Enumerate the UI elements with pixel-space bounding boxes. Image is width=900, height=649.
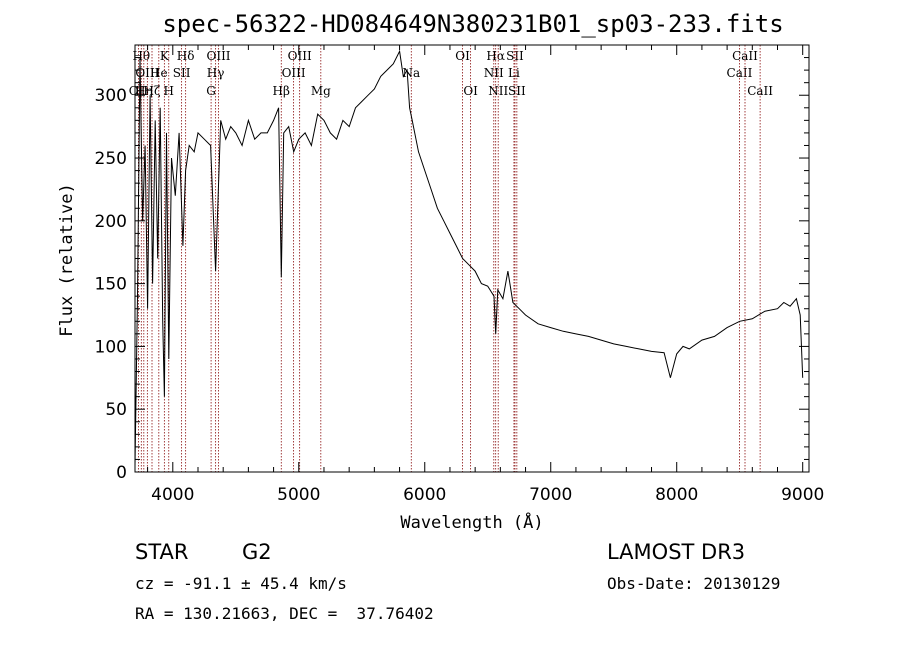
plot-frame [134,44,810,473]
x-axis-label: Wavelength (Å) [400,511,543,533]
line-label-25: SII [508,84,526,98]
spectrum-line [134,49,804,466]
line-label-17: Na [402,66,420,80]
line-label-22: NII [488,84,508,98]
line-label-27: CaII [732,49,758,63]
line-label-23: Li [508,66,520,80]
x-tick-label-5: 9000 [781,485,824,505]
observation-date: Obs-Date: 20130129 [607,574,781,593]
y-tick-label-2: 100 [95,337,127,357]
y-tick-label-5: 250 [95,149,127,169]
line-label-10: G [206,84,216,98]
spectrum-series [134,49,804,466]
line-label-1: Hθ [132,49,150,63]
y-axis: 0 50 100 150 200 250 300 [95,57,809,483]
line-label-16: Mg [311,84,331,98]
line-label-19: OI [463,84,478,98]
x-tick-label-3: 7000 [529,485,572,505]
line-label-18: OI [455,49,470,63]
x-tick-label-0: 4000 [151,485,194,505]
x-tick-label-4: 8000 [655,485,698,505]
y-tick-label-0: 0 [116,463,127,483]
line-label-20: NII [484,66,504,80]
y-tick-label-1: 50 [105,400,127,420]
chart-title: spec-56322-HD084649N380231B01_sp03-233.f… [162,10,783,38]
spectral-line-markers: OIIHθHηOIIIHζHeKHSIIHδGHγOIIIHβOIIIOIIIM… [129,45,773,472]
line-label-9: Hδ [177,49,195,63]
coordinates: RA = 130.21663, DEC = 37.76402 [135,604,434,623]
x-axis: 4000 5000 6000 7000 8000 9000 [147,45,824,505]
x-tick-label-1: 5000 [277,485,320,505]
line-label-28: CaII [747,84,773,98]
line-label-12: OIII [206,49,230,63]
line-label-3: OIII [135,66,159,80]
line-label-5: He [150,66,168,80]
y-tick-label-6: 300 [95,86,127,106]
survey-name: LAMOST DR3 [607,540,746,564]
line-label-21: Hα [486,49,505,63]
redshift-velocity: cz = -91.1 ± 45.4 km/s [135,574,347,593]
line-label-7: H [164,84,174,98]
x-tick-label-2: 6000 [403,485,446,505]
object-class: STAR [135,540,189,564]
line-label-8: SII [173,66,191,80]
y-tick-label-3: 150 [95,275,127,295]
y-axis-label: Flux (relative) [57,183,77,337]
line-label-4: Hζ [144,84,161,98]
line-label-15: OIII [288,49,312,63]
line-label-26: CaII [727,66,753,80]
y-tick-label-4: 200 [95,212,127,232]
line-label-24: SII [506,49,524,63]
object-subclass: G2 [242,540,272,564]
line-label-13: Hβ [273,84,290,98]
line-label-6: K [160,49,170,63]
line-label-14: OIII [282,66,306,80]
line-label-11: Hγ [207,66,225,80]
